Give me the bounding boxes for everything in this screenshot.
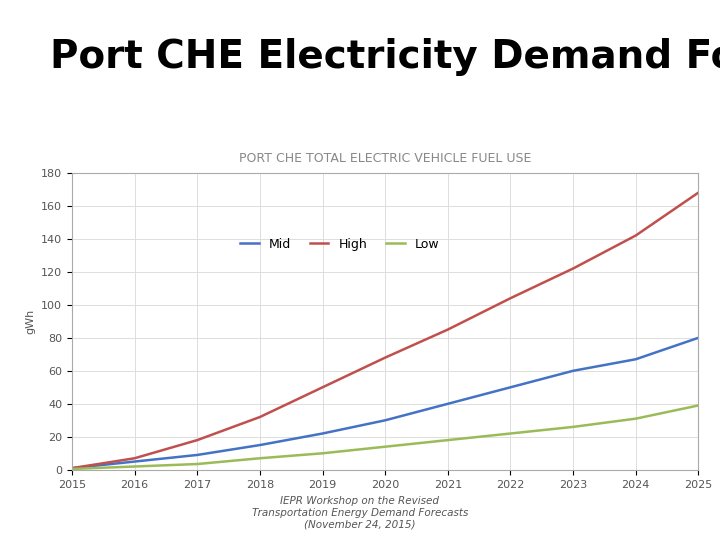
High	[318, 384, 327, 390]
Low	[68, 465, 76, 472]
Title: PORT CHE TOTAL ELECTRIC VEHICLE FUEL USE: PORT CHE TOTAL ELECTRIC VEHICLE FUEL USE	[239, 152, 531, 165]
Mid	[506, 384, 515, 390]
Low	[381, 443, 390, 450]
Low	[444, 437, 452, 443]
Mid	[68, 465, 76, 471]
Low	[694, 402, 703, 409]
High	[130, 455, 139, 462]
Low	[193, 461, 202, 467]
High	[444, 326, 452, 333]
Low	[569, 424, 577, 430]
High	[68, 465, 76, 471]
Low	[318, 450, 327, 456]
Line: Low: Low	[72, 406, 698, 469]
Low	[506, 430, 515, 437]
Mid	[256, 442, 264, 448]
Mid	[130, 458, 139, 465]
Y-axis label: gWh: gWh	[26, 309, 35, 334]
Low	[256, 455, 264, 462]
Text: Port CHE Electricity Demand Forecast: Port CHE Electricity Demand Forecast	[50, 38, 720, 76]
Line: High: High	[72, 193, 698, 468]
Low	[130, 463, 139, 470]
High	[694, 190, 703, 196]
Line: Mid: Mid	[72, 338, 698, 468]
High	[569, 265, 577, 272]
High	[256, 414, 264, 420]
High	[631, 232, 640, 239]
Low	[631, 415, 640, 422]
Mid	[318, 430, 327, 437]
Mid	[631, 356, 640, 362]
Mid	[193, 451, 202, 458]
High	[193, 437, 202, 443]
Legend: Mid, High, Low: Mid, High, Low	[235, 233, 444, 255]
High	[381, 354, 390, 361]
Mid	[381, 417, 390, 423]
Mid	[694, 335, 703, 341]
Text: IEPR Workshop on the Revised
Transportation Energy Demand Forecasts
(November 24: IEPR Workshop on the Revised Transportat…	[252, 496, 468, 529]
Mid	[444, 401, 452, 407]
Mid	[569, 368, 577, 374]
High	[506, 295, 515, 301]
